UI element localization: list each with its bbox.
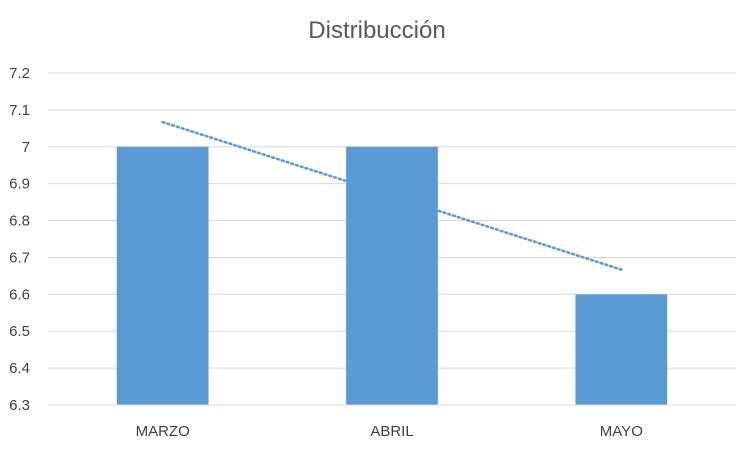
y-axis-tick-labels: 6.3 6.4 6.5 6.6 6.7 6.8 6.9 7 7.1 7.2: [9, 65, 30, 414]
y-tick-label: 6.5: [9, 323, 30, 340]
x-category-label: MAYO: [600, 423, 643, 440]
y-tick-label: 6.6: [9, 286, 30, 303]
y-tick-label: 6.7: [9, 249, 30, 266]
y-tick-label: 6.4: [9, 360, 30, 377]
y-tick-label: 7.1: [9, 102, 30, 119]
bar-mayo: [575, 294, 668, 405]
bar-marzo: [116, 146, 209, 405]
bar-abril: [346, 146, 438, 405]
y-tick-label: 6.3: [9, 397, 30, 414]
y-tick-label: 6.8: [9, 213, 30, 230]
y-tick-label: 6.9: [9, 176, 30, 193]
x-axis-category-labels: MARZO ABRIL MAYO: [136, 423, 643, 440]
y-tick-label: 7: [22, 139, 30, 156]
chart-title: Distribucción: [308, 17, 445, 44]
bars: [116, 146, 668, 405]
trendline-group: [161, 120, 623, 271]
trendline: [161, 120, 623, 271]
y-tick-label: 7.2: [9, 65, 30, 82]
x-category-label: MARZO: [136, 423, 190, 440]
x-category-label: ABRIL: [370, 423, 413, 440]
